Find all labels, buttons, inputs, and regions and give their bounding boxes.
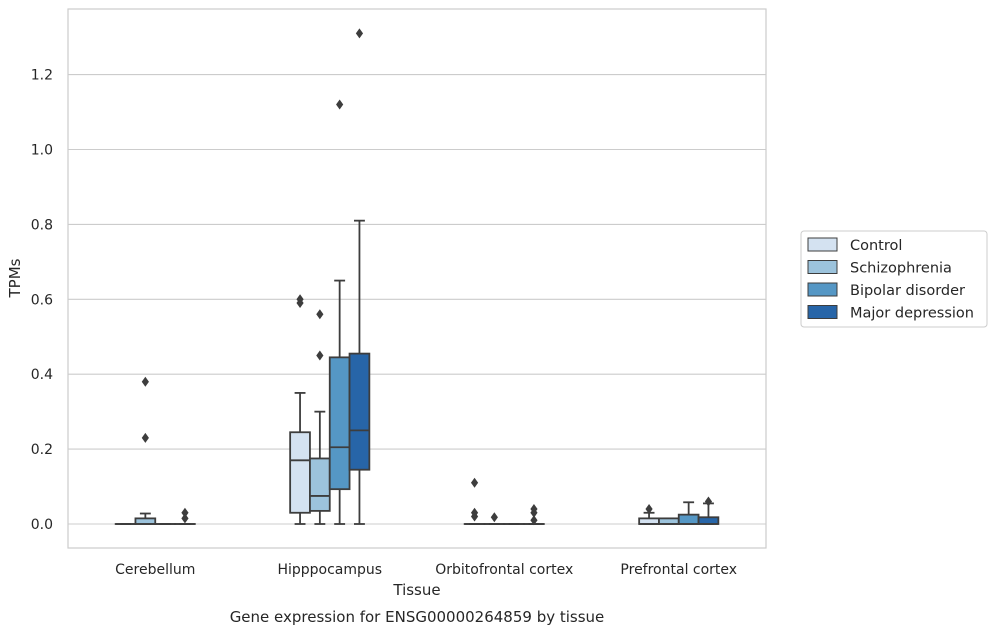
box-3-3 xyxy=(697,496,720,525)
y-tick-label: 1.0 xyxy=(31,143,53,159)
legend-label: Control xyxy=(850,238,902,254)
outlier-point xyxy=(530,515,538,526)
box-body xyxy=(697,516,720,525)
outlier-point xyxy=(316,350,324,361)
box-2-0 xyxy=(463,477,486,525)
outlier-point xyxy=(181,513,189,524)
legend-swatch xyxy=(807,305,838,319)
x-tick-label: Orbitofrontal cortex xyxy=(435,562,573,578)
outlier-point xyxy=(296,294,304,305)
x-axis-ticks: Cerebellum Hipppocampus Orbitofrontal cort… xyxy=(115,562,737,578)
y-tick-label: 0.2 xyxy=(31,442,53,458)
legend-frame xyxy=(800,230,988,328)
x-tick-label: Prefrontal cortex xyxy=(620,562,737,578)
y-axis-ticks: 0.0 0.2 0.4 0.6 0.8 1.0 1.2 xyxy=(31,68,53,533)
box-2-3 xyxy=(523,504,545,526)
y-axis-label: TPMs xyxy=(6,258,24,298)
y-tick-label: 1.2 xyxy=(31,68,53,84)
outlier-point xyxy=(355,28,364,39)
box-body xyxy=(309,457,331,512)
y-tick-label: 0.0 xyxy=(31,517,53,533)
legend-label: Bipolar disorder xyxy=(850,283,965,299)
legend-swatch xyxy=(807,260,838,274)
box-3-2 xyxy=(677,501,700,525)
outlier-point xyxy=(470,507,479,518)
outlier-point xyxy=(645,504,653,515)
grid-lines xyxy=(68,74,766,525)
outlier-point xyxy=(490,512,498,523)
outlier-point xyxy=(336,99,344,110)
box-body xyxy=(348,352,371,471)
figure-caption: Gene expression for ENSG00000264859 by t… xyxy=(230,608,605,626)
plot-area-frame xyxy=(67,8,767,549)
boxes-group xyxy=(114,28,720,526)
box-body xyxy=(289,431,311,514)
box-0-1 xyxy=(134,376,157,525)
legend-swatch xyxy=(807,237,838,252)
x-tick-label: Hipppocampus xyxy=(277,562,382,578)
box-1-2 xyxy=(328,99,351,525)
x-axis-label: Tissue xyxy=(392,581,440,599)
outlier-point xyxy=(530,504,538,515)
legend-swatch xyxy=(807,282,838,297)
box-3-0 xyxy=(638,504,660,525)
y-tick-label: 0.6 xyxy=(31,292,53,308)
legend-label: Major depression xyxy=(850,306,974,322)
box-1-3 xyxy=(348,28,371,525)
box-0-3 xyxy=(174,507,196,525)
box-body xyxy=(328,356,351,491)
box-body xyxy=(677,513,700,525)
outlier-point xyxy=(704,496,713,507)
x-tick-label: Cerebellum xyxy=(115,562,195,578)
legend-label: Schizophrenia xyxy=(850,261,952,277)
y-tick-label: 0.8 xyxy=(31,217,53,233)
outlier-point xyxy=(141,376,149,387)
legend: Control Schizophrenia Bipolar disorder Majo… xyxy=(800,230,988,328)
box-2-1 xyxy=(483,512,506,525)
box-3-1 xyxy=(658,517,680,525)
outlier-point xyxy=(181,507,189,518)
y-tick-label: 0.4 xyxy=(31,367,53,383)
box-1-1 xyxy=(309,309,331,525)
outlier-point xyxy=(316,309,324,320)
outlier-point xyxy=(141,432,149,443)
box-1-0 xyxy=(289,294,311,525)
outlier-point xyxy=(470,477,479,488)
